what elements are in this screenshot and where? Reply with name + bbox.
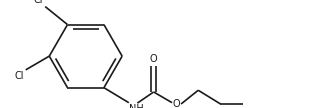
Text: NH: NH [129, 104, 144, 108]
Text: Cl: Cl [34, 0, 44, 5]
Text: Cl: Cl [15, 71, 24, 81]
Text: O: O [150, 54, 157, 64]
Text: O: O [172, 99, 180, 108]
